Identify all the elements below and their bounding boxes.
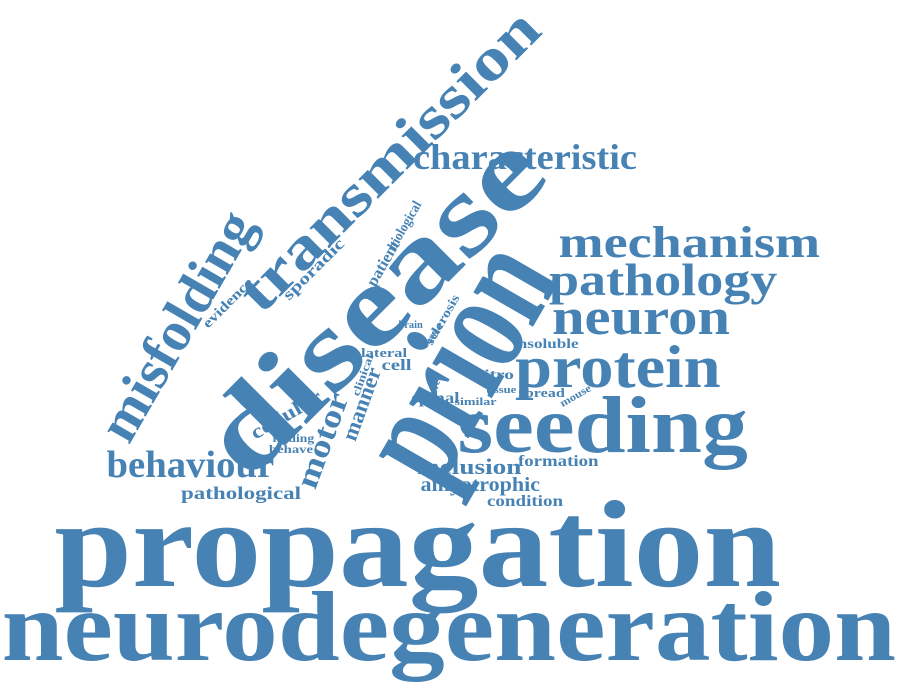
word-lateral: lateral <box>360 344 408 360</box>
word-cell: cell <box>380 357 412 374</box>
word-condition: condition <box>486 493 564 510</box>
word-similar: similar <box>453 395 497 408</box>
word-seeding: seeding <box>457 382 748 470</box>
word-spread: spread <box>517 384 565 400</box>
word-pathological: pathological <box>180 483 302 503</box>
word-insoluble: insoluble <box>513 337 579 352</box>
word-tissue: tissue <box>485 383 517 396</box>
word-behave: behave <box>269 442 313 456</box>
word-neuron: neuron <box>551 289 731 346</box>
word-pathology: pathology <box>549 254 778 305</box>
word-vitro: vitro <box>474 368 514 383</box>
word-propagation: propagation <box>53 476 781 613</box>
word-brain: brain <box>397 320 423 331</box>
word-behaviour: behaviour <box>106 444 274 486</box>
word-spinal: spinal <box>411 390 459 407</box>
word-protein: protein <box>514 334 721 400</box>
word-inclusion: inclusion <box>416 454 522 479</box>
word-characteristic: characteristic <box>412 137 637 177</box>
word-mechanism: mechanism <box>558 218 820 267</box>
word-finding: finding <box>272 431 314 445</box>
word-neurodegeneration: neurodegeneration <box>1 571 897 682</box>
word-amyotrophic: amyotrophic <box>420 474 540 496</box>
word-formation: formation <box>517 453 599 470</box>
